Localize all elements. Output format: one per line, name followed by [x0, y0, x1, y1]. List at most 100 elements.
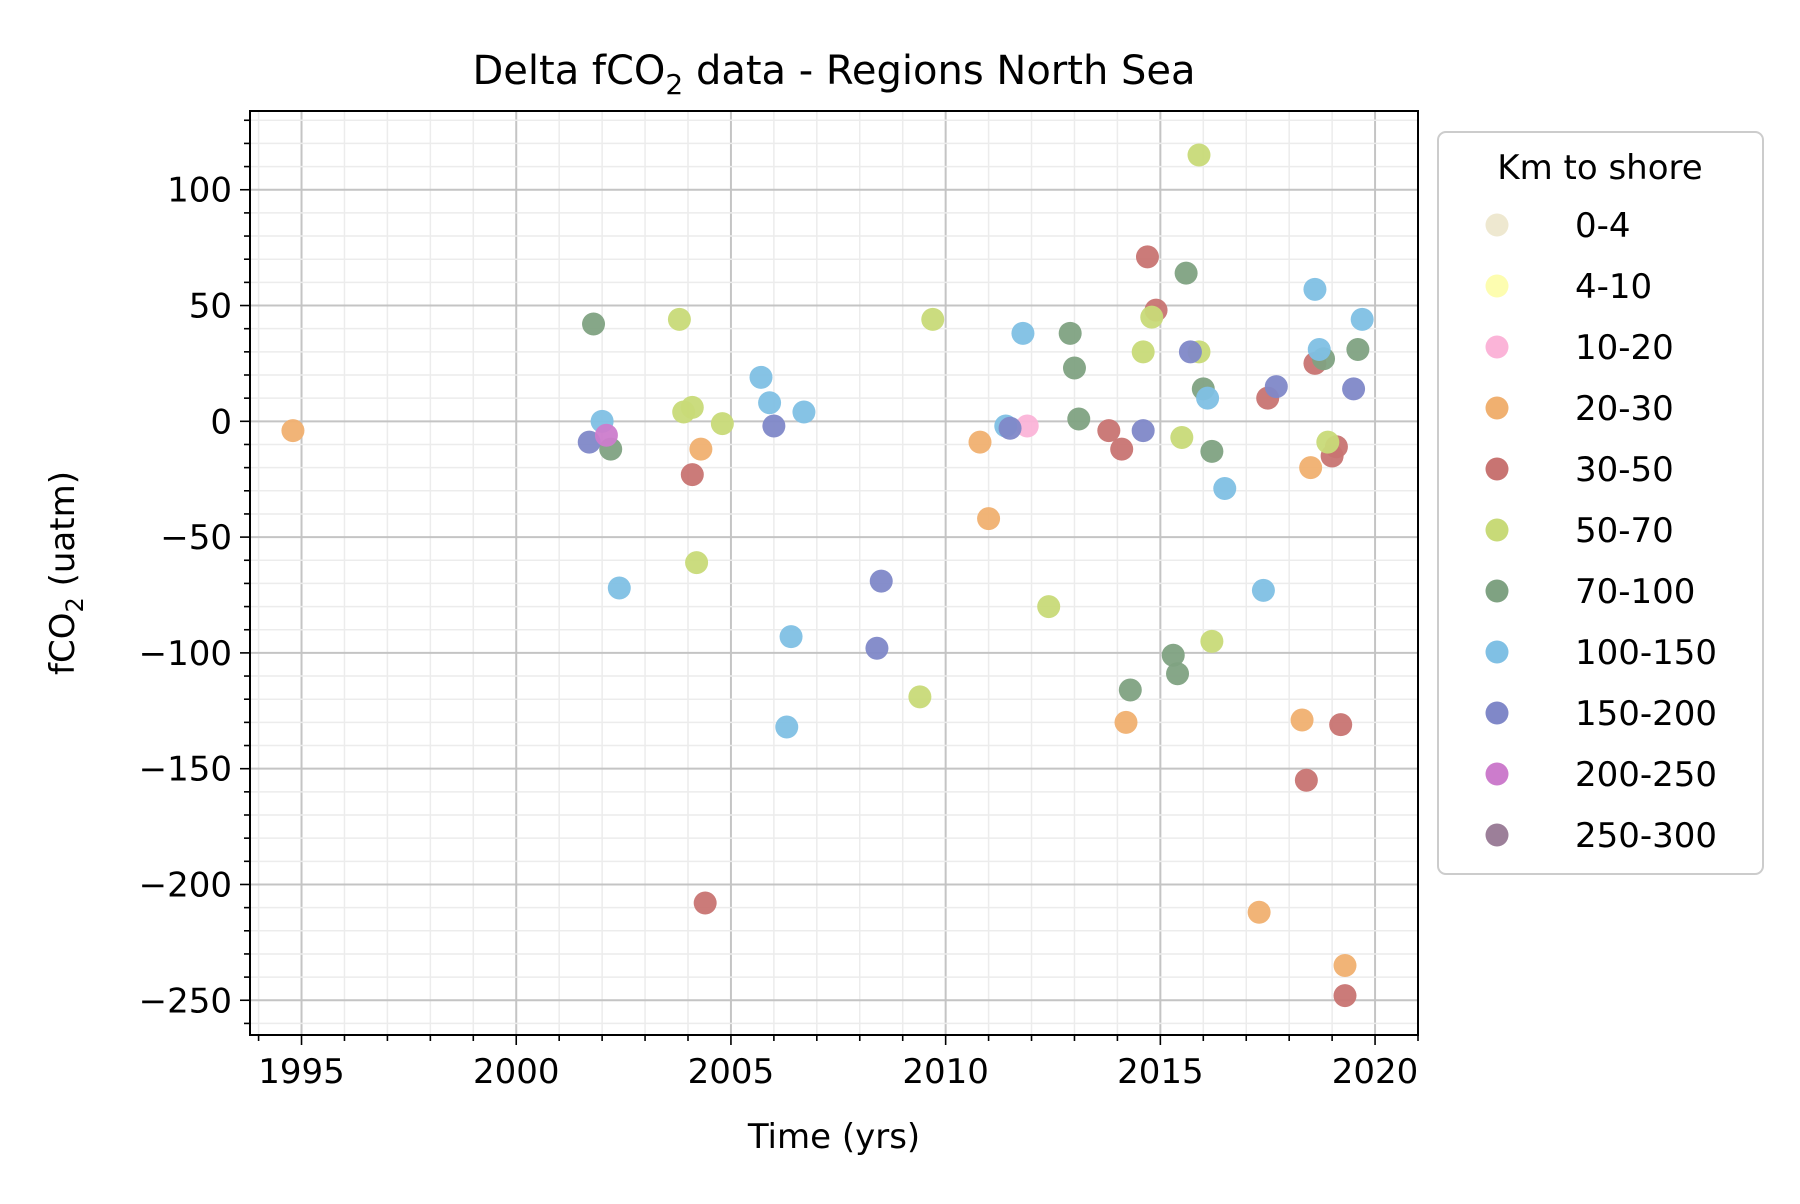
y-tick-label: −100	[139, 634, 232, 674]
data-point	[1251, 578, 1275, 602]
data-point	[1011, 321, 1035, 345]
data-point	[977, 507, 1001, 531]
data-point	[749, 365, 773, 389]
data-point	[1067, 407, 1091, 431]
x-tick-label: 2005	[688, 1052, 775, 1092]
x-tick-label: 2010	[902, 1052, 989, 1092]
legend-label: 150-200	[1575, 694, 1717, 734]
legend-label: 70-100	[1575, 572, 1695, 612]
data-point	[775, 715, 799, 739]
data-point	[1174, 261, 1198, 285]
data-point	[1131, 340, 1155, 364]
legend: Km to shore 0-4 4-10 10-20 20-30 30-50 50-70 7…	[1437, 131, 1764, 875]
data-point	[685, 551, 709, 575]
data-point	[1015, 414, 1039, 438]
data-point	[689, 437, 713, 461]
data-point	[1166, 662, 1190, 686]
y-tick-label: −150	[139, 750, 232, 790]
data-point	[582, 312, 606, 336]
data-point	[869, 569, 893, 593]
y-tick-label: −50	[160, 518, 232, 558]
legend-label: 10-20	[1575, 328, 1674, 368]
legend-marker	[1485, 457, 1509, 481]
data-point	[1114, 710, 1138, 734]
y-tick-label: −250	[139, 981, 232, 1021]
data-point	[1299, 456, 1323, 480]
legend-label: 20-30	[1575, 389, 1674, 429]
data-point	[1200, 439, 1224, 463]
data-point	[607, 576, 631, 600]
data-point	[758, 391, 782, 415]
data-point	[1329, 713, 1353, 737]
data-point	[1196, 386, 1220, 410]
data-point	[1333, 984, 1357, 1008]
data-point	[865, 636, 889, 660]
data-point	[779, 625, 803, 649]
data-point	[908, 685, 932, 709]
data-point	[762, 414, 786, 438]
data-point	[1097, 419, 1121, 443]
data-point	[1303, 277, 1327, 301]
legend-label: 200-250	[1575, 755, 1717, 795]
legend-marker	[1485, 335, 1509, 359]
data-point	[1135, 245, 1159, 269]
legend-marker	[1485, 640, 1509, 664]
data-point	[1170, 426, 1194, 450]
legend-label: 30-50	[1575, 450, 1674, 490]
data-points	[281, 143, 1374, 1008]
data-point	[710, 412, 734, 436]
chart-title-subscript: 2	[665, 68, 683, 101]
data-point	[1058, 321, 1082, 345]
y-tick-label: −200	[139, 865, 232, 905]
data-point	[1178, 340, 1202, 364]
data-point	[1247, 900, 1271, 924]
legend-marker	[1485, 762, 1509, 786]
data-point	[1131, 419, 1155, 443]
legend-marker	[1485, 701, 1509, 725]
data-point	[1118, 678, 1142, 702]
x-axis-label: Time (yrs)	[747, 1117, 920, 1157]
data-point	[1140, 305, 1164, 329]
x-tick-label: 2015	[1117, 1052, 1204, 1092]
data-point	[1187, 143, 1211, 167]
legend-marker	[1485, 213, 1509, 237]
data-point	[998, 416, 1022, 440]
y-axis-label: fCO2 (uatm)	[43, 471, 89, 675]
legend-label: 100-150	[1575, 633, 1717, 673]
legend-marker	[1485, 579, 1509, 603]
data-point	[680, 463, 704, 487]
axes: 1995 2000 2005 2010 2015 2020 100 50 0 −50 −100 −15…	[139, 119, 1419, 1092]
data-point	[1333, 954, 1357, 978]
y-tick-label: 0	[210, 402, 232, 442]
legend-marker	[1485, 823, 1509, 847]
data-point	[792, 400, 816, 424]
data-point	[1110, 437, 1134, 461]
legend-title: Km to shore	[1497, 148, 1702, 188]
data-point	[968, 430, 992, 454]
x-tick-label: 2000	[473, 1052, 560, 1092]
chart-title: Delta fCO2 data - Regions North Sea	[472, 48, 1195, 101]
legend-frame	[1437, 131, 1764, 875]
data-point	[693, 891, 717, 915]
data-point	[281, 419, 305, 443]
data-point	[594, 423, 618, 447]
data-point	[1316, 430, 1340, 454]
legend-marker	[1485, 396, 1509, 420]
y-axis-label-subscript: 2	[61, 597, 89, 612]
grid	[250, 111, 1419, 1035]
legend-label: 0-4	[1575, 206, 1631, 246]
legend-marker	[1485, 274, 1509, 298]
data-point	[667, 307, 691, 331]
y-tick-label: 100	[167, 171, 232, 211]
plot-frame	[249, 110, 1419, 1036]
data-point	[1037, 595, 1061, 619]
data-point	[1350, 307, 1374, 331]
data-point	[1342, 377, 1366, 401]
data-point	[1307, 338, 1331, 362]
legend-label: 4-10	[1575, 267, 1652, 307]
data-point	[1161, 643, 1185, 667]
data-point	[1346, 338, 1370, 362]
legend-items: 0-4 4-10 10-20 20-30 30-50 50-70 70-100 100-150…	[1485, 206, 1717, 856]
